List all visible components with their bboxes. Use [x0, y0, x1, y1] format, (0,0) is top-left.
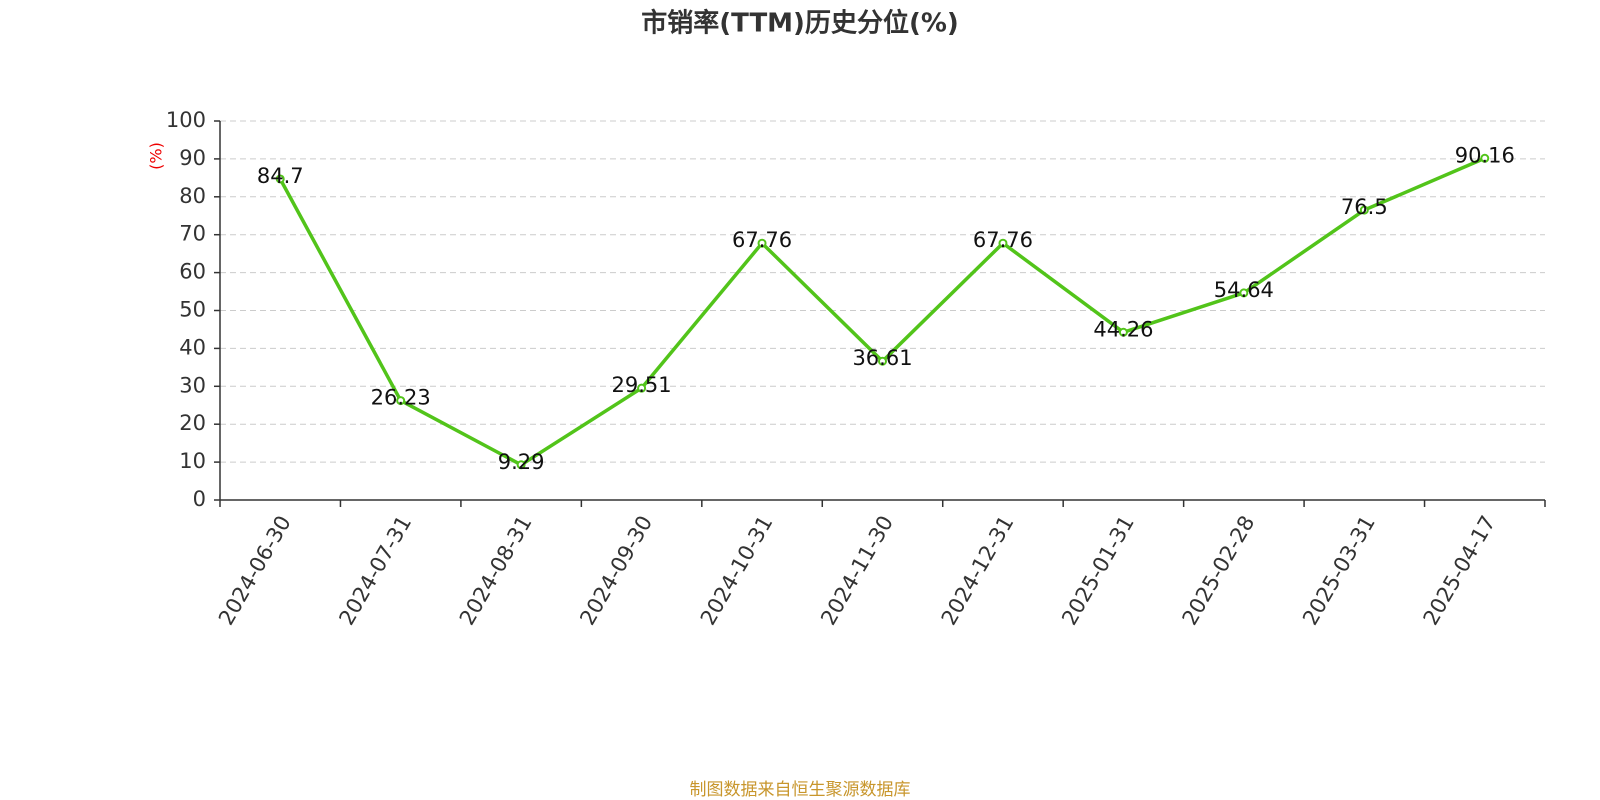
data-label: 84.7	[257, 164, 304, 188]
x-tick-label: 2024-06-30	[214, 512, 296, 630]
y-tick-label: 0	[193, 487, 206, 511]
y-tick-label: 90	[179, 146, 206, 170]
x-tick-label: 2024-10-31	[696, 512, 778, 630]
data-label: 67.76	[732, 228, 792, 252]
data-label: 36.61	[852, 346, 912, 370]
x-tick-label: 2025-02-28	[1178, 512, 1260, 630]
y-tick-label: 20	[179, 411, 206, 435]
line-series	[278, 156, 1486, 467]
data-label: 9.29	[498, 450, 545, 474]
data-label: 90.16	[1455, 143, 1515, 167]
data-label: 29.51	[612, 373, 672, 397]
chart-title: 市销率(TTM)历史分位(%)	[641, 8, 959, 39]
point	[516, 460, 526, 470]
y-tick-label: 30	[179, 373, 206, 397]
point	[878, 356, 887, 366]
y-tick-label: 40	[179, 335, 206, 359]
x-tick-label: 2024-07-31	[334, 512, 416, 630]
x-tick-label: 2025-03-31	[1298, 512, 1380, 630]
point	[275, 174, 285, 184]
point	[1239, 288, 1249, 298]
y-tick-label: 60	[179, 260, 206, 284]
point	[1480, 153, 1490, 163]
data-label: 26.23	[371, 386, 431, 410]
y-tick-label: 50	[179, 298, 206, 322]
x-tick-label: 2024-12-31	[937, 512, 1019, 630]
y-axis-label: (%)	[147, 142, 166, 170]
data-label: 67.76	[973, 228, 1033, 252]
point	[637, 383, 647, 393]
source-note: 制图数据来自恒生聚源数据库	[690, 780, 911, 800]
data-label: 76.5	[1341, 195, 1388, 219]
data-label: 54.64	[1214, 278, 1274, 302]
y-tick-label: 10	[179, 449, 206, 473]
point	[1359, 205, 1369, 215]
point	[998, 238, 1008, 248]
data-label: 44.26	[1093, 317, 1153, 341]
x-tick-label: 2024-09-30	[575, 512, 657, 630]
y-tick-label: 100	[166, 108, 206, 132]
point	[396, 396, 406, 406]
x-tick-label: 2024-11-30	[816, 512, 898, 630]
y-tick-label: 80	[179, 184, 206, 208]
x-tick-label: 2025-04-17	[1418, 512, 1500, 630]
point	[1118, 327, 1128, 337]
y-tick-label: 70	[179, 222, 206, 246]
x-tick-label: 2024-08-31	[455, 512, 537, 630]
point	[757, 238, 767, 248]
x-tick-label: 2025-01-31	[1057, 512, 1139, 630]
